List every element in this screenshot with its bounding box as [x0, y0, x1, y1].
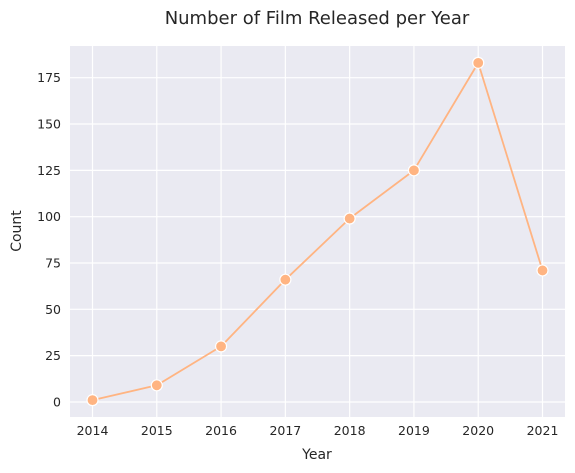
data-point	[279, 273, 292, 286]
y-tick-labels: 0 25 50 75 100 125 150 175	[37, 70, 61, 409]
y-tick-label: 150	[37, 117, 61, 132]
data-point	[343, 212, 356, 225]
y-tick-label: 100	[37, 209, 61, 224]
data-point	[536, 264, 549, 277]
data-point	[86, 394, 99, 407]
x-tick-label: 2017	[269, 423, 301, 438]
series-lines	[92, 61, 544, 402]
data-point	[150, 379, 163, 392]
x-tick-label: 2018	[334, 423, 366, 438]
data-point	[472, 56, 485, 69]
y-tick-label: 125	[37, 163, 61, 178]
y-tick-label: 75	[45, 256, 61, 271]
y-tick-label: 0	[53, 394, 61, 409]
x-tick-label: 2015	[141, 423, 173, 438]
data-point	[214, 340, 228, 353]
x-tick-label: 2021	[527, 423, 559, 438]
x-tick-label: 2014	[77, 423, 109, 438]
chart-title: Number of Film Released per Year	[165, 8, 470, 29]
data-point	[407, 164, 421, 177]
y-tick-label: 50	[45, 302, 61, 317]
x-axis-label: Year	[301, 447, 332, 463]
y-axis-label: Count	[9, 210, 25, 252]
series-line	[92, 61, 544, 402]
x-tick-labels: 2014 2015 2016 2017 2018 2019 2020 2021	[77, 423, 559, 438]
data-points	[86, 56, 549, 407]
y-tick-label: 25	[45, 348, 61, 363]
x-tick-label: 2020	[462, 423, 494, 438]
grid-lines	[70, 46, 565, 417]
x-tick-label: 2016	[205, 423, 237, 438]
x-tick-label: 2019	[398, 423, 430, 438]
y-tick-label: 175	[37, 70, 61, 85]
